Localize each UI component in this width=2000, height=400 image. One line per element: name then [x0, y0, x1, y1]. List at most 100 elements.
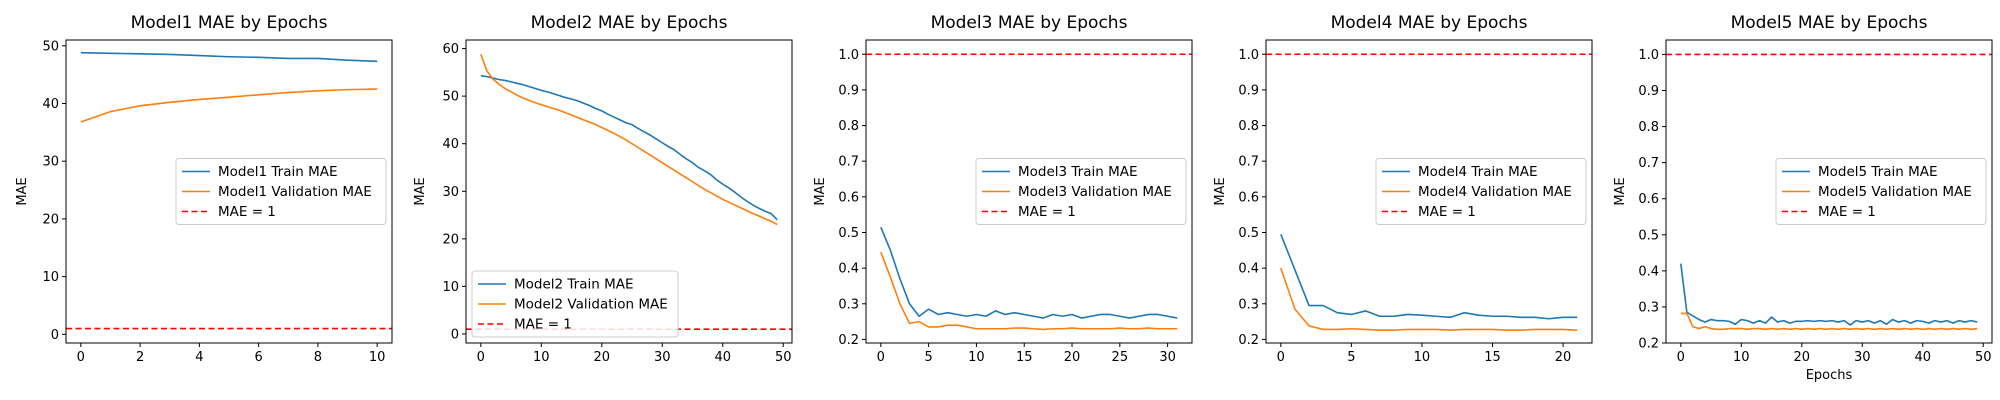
y-tick-label: 0.5 [1638, 228, 1659, 243]
y-tick-label: 0.2 [838, 333, 859, 348]
legend-box [175, 158, 387, 225]
y-tick-label: 0.5 [838, 226, 859, 241]
x-tick-label: 40 [1914, 350, 1931, 365]
legend: Model5 Train MAE Model5 Validation MAE MAE… [1775, 158, 1987, 225]
y-tick-label: 0.3 [1238, 297, 1259, 312]
x-tick-label: 0 [477, 350, 485, 365]
y-tick-label: 0.4 [838, 262, 859, 277]
y-axis-label: MAE [15, 177, 30, 205]
y-tick-label: 1.0 [1638, 48, 1659, 63]
y-axis-label: MAE [813, 177, 828, 205]
y-tick-label: 0.7 [838, 155, 859, 170]
x-tick-label: 30 [1854, 350, 1871, 365]
y-tick-label: 0.9 [1638, 84, 1659, 99]
y-tick-label: 0.6 [1638, 192, 1659, 207]
y-tick-label: 0.2 [1638, 337, 1659, 352]
plot-area [1266, 53, 1592, 331]
series-line-1 [880, 226, 1178, 319]
y-tick-label: 60 [442, 42, 459, 57]
x-tick-label: 50 [1975, 350, 1992, 365]
x-tick-label: 15 [1016, 350, 1033, 365]
x-tick-label: 0 [77, 350, 85, 365]
y-tick-label: 0.5 [1238, 226, 1259, 241]
x-tick-label: 10 [1733, 350, 1750, 365]
y-tick-label: 0.6 [1238, 190, 1259, 205]
x-tick-label: 15 [1484, 350, 1501, 365]
legend-entry-label: Model2 Validation MAE [514, 297, 668, 313]
chart-title: Model4 MAE by Epochs [1331, 13, 1528, 33]
legend: Model2 Train MAE Model2 Validation MAE MAE… [471, 270, 679, 338]
y-tick-label: 30 [442, 185, 459, 200]
legend-entry-label: Model5 Validation MAE [1818, 184, 1972, 200]
chart-panel-3: Model3 MAE by Epochs 0 5 10 15 20 25 30 0.2 0.3 0.… [813, 13, 1193, 365]
legend: Model3 Train MAE Model3 Validation MAE MAE… [975, 158, 1187, 225]
y-tick-label: 10 [42, 270, 59, 285]
series-line-2 [880, 251, 1178, 331]
x-tick-label: 0 [877, 350, 885, 365]
legend-entry-label: MAE = 1 [218, 204, 276, 220]
legend-box [1375, 158, 1587, 225]
y-tick-label: 0 [51, 328, 59, 343]
legend-entry-label: Model4 Validation MAE [1418, 184, 1572, 200]
series-line-2 [1680, 312, 1978, 331]
y-tick-label: 1.0 [838, 48, 859, 63]
x-axis-label: Epochs [1806, 368, 1853, 383]
y-tick-label: 0.7 [1238, 155, 1259, 170]
series-line-2 [1280, 267, 1578, 331]
y-axis-label: MAE [413, 177, 428, 205]
x-tick-label: 6 [254, 350, 262, 365]
y-tick-label: 0.4 [1638, 264, 1659, 279]
y-tick-label: 0 [451, 327, 459, 342]
legend-box [471, 270, 679, 338]
plot-area [866, 53, 1192, 331]
legend-box [1775, 158, 1987, 225]
x-tick-label: 0 [1277, 350, 1285, 365]
x-tick-label: 30 [1159, 350, 1176, 365]
x-tick-label: 4 [195, 350, 203, 365]
chart-panel-4: Model4 MAE by Epochs 0 5 10 15 20 0.2 0.3 0.4 0.5… [1213, 13, 1593, 365]
y-tick-label: 0.3 [1638, 300, 1659, 315]
plot-frame [65, 39, 393, 344]
y-axis-label: MAE [1613, 177, 1628, 205]
x-tick-label: 10 [369, 350, 386, 365]
plot-frame [1265, 39, 1593, 344]
plot-area [1666, 53, 1992, 331]
x-tick-label: 30 [654, 350, 671, 365]
y-axis-label: MAE [1213, 177, 1228, 205]
legend: Model4 Train MAE Model4 Validation MAE MAE… [1375, 158, 1587, 225]
chart-panel-2: Model2 MAE by Epochs 0 10 20 30 40 50 0 10 20 30 40… [413, 13, 793, 365]
legend: Model1 Train MAE Model1 Validation MAE MAE… [175, 158, 387, 225]
x-tick-label: 25 [1112, 350, 1129, 365]
plot-frame [1665, 39, 1993, 344]
y-tick-label: 0.6 [838, 190, 859, 205]
y-tick-label: 0.9 [1238, 83, 1259, 98]
legend-entry-label: Model1 Train MAE [218, 164, 338, 180]
legend-entry-label: Model3 Validation MAE [1018, 184, 1172, 200]
x-tick-label: 10 [533, 350, 550, 365]
chart-title: Model3 MAE by Epochs [931, 13, 1128, 33]
x-tick-label: 20 [1794, 350, 1811, 365]
y-tick-label: 0.8 [1238, 119, 1259, 134]
y-tick-label: 0.8 [838, 119, 859, 134]
chart-title: Model2 MAE by Epochs [531, 13, 728, 33]
legend-entry-label: MAE = 1 [1418, 204, 1476, 220]
legend-entry-label: Model1 Validation MAE [218, 184, 372, 200]
x-tick-label: 5 [1347, 350, 1355, 365]
legend-box [975, 158, 1187, 225]
legend-entry-label: Model3 Train MAE [1018, 164, 1138, 180]
series-line-2 [480, 53, 778, 226]
chart-panel-1: Model1 MAE by Epochs 0 2 4 6 8 10 0 10 20 30 40 50 MA… [15, 13, 393, 365]
x-tick-label: 50 [775, 350, 792, 365]
y-tick-label: 20 [442, 232, 459, 247]
y-tick-label: 1.0 [1238, 48, 1259, 63]
x-tick-label: 20 [1555, 350, 1572, 365]
legend-entry-label: Model4 Train MAE [1418, 164, 1538, 180]
y-tick-label: 0.7 [1638, 156, 1659, 171]
x-tick-label: 10 [968, 350, 985, 365]
series-line-2 [80, 88, 378, 123]
series-line-1 [80, 51, 378, 63]
plot-area [66, 51, 392, 330]
chart-panel-5: Model5 MAE by Epochs 0 10 20 30 40 50 0.2 0.3 0.4… [1613, 13, 1993, 383]
y-tick-label: 0.4 [1238, 262, 1259, 277]
